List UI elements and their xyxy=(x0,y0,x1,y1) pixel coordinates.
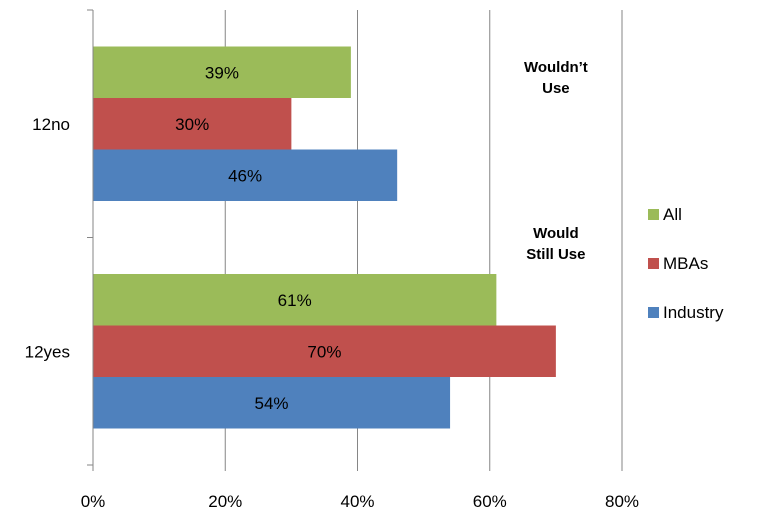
legend: All MBAs Industry xyxy=(648,205,724,322)
annotation-12yes: Would Still Use xyxy=(526,225,585,263)
annotations: Wouldn’t Use Would Still Use xyxy=(524,59,588,263)
x-tick-label: 80% xyxy=(605,492,639,511)
data-label: 46% xyxy=(228,166,262,185)
bar-mbas-12no xyxy=(93,98,292,150)
data-label: 39% xyxy=(205,63,239,82)
y-category-label: 12yes xyxy=(25,342,70,361)
legend-label: MBAs xyxy=(663,254,708,273)
bar-industry-12no xyxy=(93,149,398,201)
bar-industry-12yes xyxy=(93,377,451,429)
bar-all-12no xyxy=(93,46,351,98)
axes: 0% 20% 40% 60% 80% 12no 12yes xyxy=(25,9,639,511)
x-tick-label: 0% xyxy=(81,492,106,511)
legend-label: Industry xyxy=(663,303,724,322)
data-label: 54% xyxy=(255,394,289,413)
legend-swatch-all xyxy=(648,209,659,220)
x-tick-label: 20% xyxy=(208,492,242,511)
legend-swatch-mbas xyxy=(648,258,659,269)
data-label: 70% xyxy=(307,342,341,361)
bar-all-12yes xyxy=(93,274,497,326)
data-label: 30% xyxy=(175,115,209,134)
legend-swatch-industry xyxy=(648,307,659,318)
legend-label: All xyxy=(663,205,682,224)
y-category-label: 12no xyxy=(32,115,70,134)
annotation-12no: Wouldn’t Use xyxy=(524,59,588,97)
x-tick-label: 40% xyxy=(340,492,374,511)
bar-mbas-12yes xyxy=(93,325,556,377)
bars: 39% 30% 46% 61% 70% 54% xyxy=(93,46,556,429)
x-tick-label: 60% xyxy=(473,492,507,511)
data-label: 61% xyxy=(278,291,312,310)
